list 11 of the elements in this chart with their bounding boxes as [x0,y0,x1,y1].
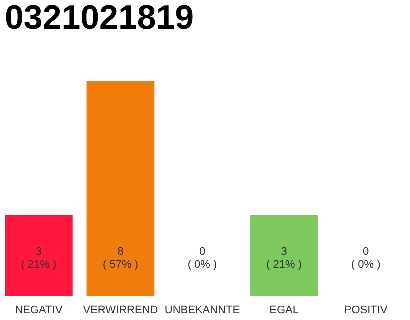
x-tick-label: NEGATIV [15,304,64,316]
x-tick-label: POSITIV [344,304,388,316]
data-label: 3 ( 21% ) [266,246,302,271]
data-label: 3 ( 21% ) [21,246,57,271]
x-tick-label: VERWIRREND [83,304,158,316]
data-label: 8 ( 57% ) [102,246,138,271]
x-tick-label: UNBEKANNTE [164,304,240,316]
data-label: 0 ( 0% ) [351,246,381,271]
data-label: 0 ( 0% ) [188,246,218,271]
x-tick-label: EGAL [270,304,299,316]
chart-title: 0321021819 [5,0,194,37]
